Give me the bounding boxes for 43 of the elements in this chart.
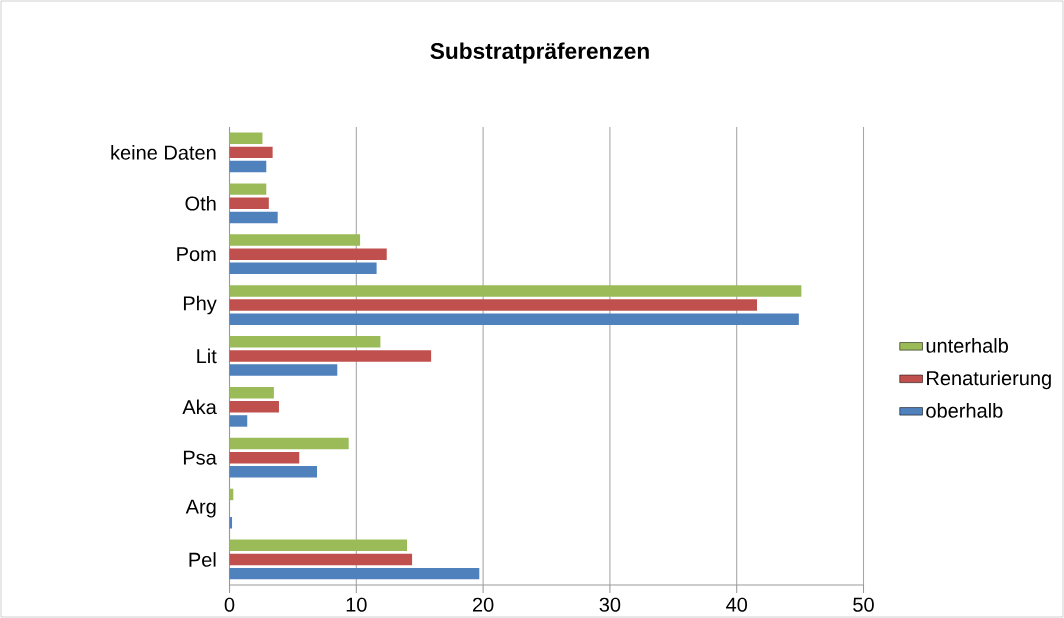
legend-label: Renaturierung (927, 370, 1051, 390)
bar (229, 183, 267, 195)
bar (229, 350, 432, 362)
x-tick-label: 10 (346, 597, 367, 612)
y-tick-label: Pel (189, 552, 216, 567)
bar (229, 401, 279, 413)
bar (229, 248, 387, 260)
y-tick-label: Oth (185, 195, 216, 211)
bar (229, 466, 317, 478)
bar (229, 336, 381, 348)
bar (229, 539, 408, 552)
bar (229, 285, 802, 297)
x-tick-label: 40 (726, 597, 748, 612)
bar (229, 146, 273, 159)
y-tick-label: Lit (197, 348, 217, 364)
bar (229, 132, 263, 144)
y-tick-label: Psa (183, 450, 217, 465)
bar (229, 364, 338, 376)
x-tick-label: 20 (472, 597, 494, 612)
x-tick-label: 30 (599, 597, 621, 612)
bar (229, 567, 480, 580)
y-tick-label: keine Daten (111, 145, 216, 160)
bar (229, 553, 413, 566)
y-tick-label: Pom (177, 247, 216, 262)
chart-title: Substratpräferenzen (430, 42, 649, 64)
bar (229, 386, 274, 399)
bar (229, 197, 269, 209)
bar (229, 437, 349, 450)
bar (229, 415, 248, 427)
bar (229, 160, 267, 173)
x-tick-label: 0 (224, 597, 235, 612)
y-tick-label: Arg (185, 499, 216, 518)
bar (229, 299, 757, 311)
bar (229, 313, 799, 325)
y-tick-label: Aka (182, 399, 217, 415)
legend-label: unterhalb (926, 338, 1008, 353)
x-tick-label: 50 (853, 597, 874, 612)
legend-label: oberhalb (926, 403, 1003, 418)
bar (229, 234, 361, 246)
bar (229, 451, 300, 464)
y-tick-label: Phy (183, 295, 217, 315)
bar (229, 262, 377, 275)
bar (229, 211, 278, 224)
